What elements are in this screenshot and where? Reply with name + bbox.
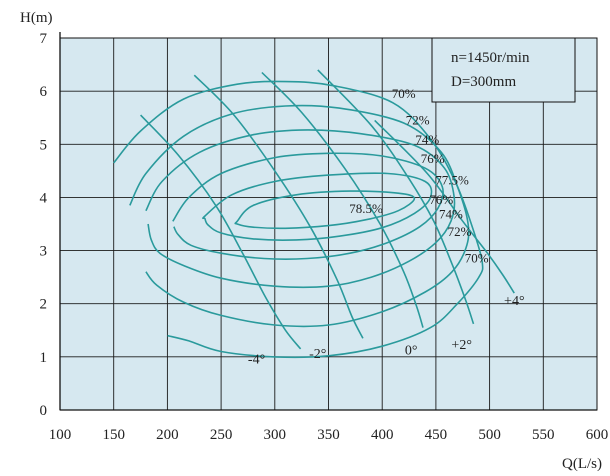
efficiency-curves [113, 80, 484, 359]
x-tick-label: 200 [156, 427, 179, 443]
y-tick-label: 3 [40, 244, 48, 260]
efficiency-curve [234, 190, 416, 230]
efficiency-label: 74% [415, 132, 439, 147]
legend-line: n=1450r/min [451, 50, 530, 66]
blade-angle-line [261, 71, 424, 328]
y-tick-label: 1 [40, 350, 48, 366]
efficiency-label: 77.5% [435, 172, 469, 187]
x-tick-label: 300 [264, 427, 287, 443]
x-tick-label: 500 [478, 427, 501, 443]
blade-angle-line [317, 69, 475, 325]
blade-angle-line [193, 74, 364, 339]
x-tick-label: 450 [425, 427, 448, 443]
blade-angle-lines [140, 69, 515, 350]
efficiency-curve [172, 152, 444, 260]
blade-angle-label: -4° [248, 353, 265, 368]
x-tick-label: 550 [532, 427, 555, 443]
legend-line: D=300mm [451, 74, 516, 90]
efficiency-curve [113, 80, 484, 359]
y-tick-label: 0 [40, 403, 48, 419]
blade-angle-label: 0° [405, 343, 418, 358]
blade-angle-label: -2° [309, 347, 326, 362]
y-tick-label: 2 [40, 297, 48, 313]
blade-angle-line [140, 114, 302, 350]
x-tick-label: 250 [210, 427, 233, 443]
y-tick-label: 7 [40, 31, 48, 47]
efficiency-label: 70% [465, 251, 489, 266]
x-axis-title: Q(L/s) [562, 456, 602, 472]
legend-box [431, 37, 576, 103]
efficiency-label: 76% [421, 151, 445, 166]
plot-border [59, 37, 598, 411]
efficiency-label: 72% [406, 112, 430, 127]
efficiency-label: 74% [439, 206, 463, 221]
efficiency-label: 78.5% [349, 201, 383, 216]
y-axis-title: H(m) [20, 10, 53, 26]
x-tick-label: 400 [371, 427, 394, 443]
efficiency-curve [145, 129, 456, 289]
axes: 100 150 200 250 300 350 400 450 500 550 600 0 1 2 3 4 5 6… [20, 10, 608, 472]
blade-angle-line [374, 119, 515, 294]
legend: n=1450r/min D=300mm [431, 37, 576, 103]
curve-labels: 70%72%74%76%77.5%78.5%76%74%72%70%-4° -2°… [248, 86, 525, 368]
y-tick-label: 6 [40, 84, 48, 100]
blade-angle-label: +2° [451, 338, 472, 353]
efficiency-label: 76% [429, 192, 453, 207]
blade-angle-label: +4° [504, 294, 525, 309]
x-tick-label: 150 [102, 427, 125, 443]
efficiency-label: 70% [392, 86, 416, 101]
efficiency-curve [129, 104, 470, 328]
y-tick-label: 5 [40, 137, 48, 153]
x-tick-label: 600 [586, 427, 609, 443]
x-tick-label: 100 [49, 427, 72, 443]
x-tick-label: 350 [317, 427, 340, 443]
efficiency-label: 72% [448, 224, 472, 239]
efficiency-curve [202, 172, 433, 241]
y-tick-label: 4 [40, 190, 48, 206]
